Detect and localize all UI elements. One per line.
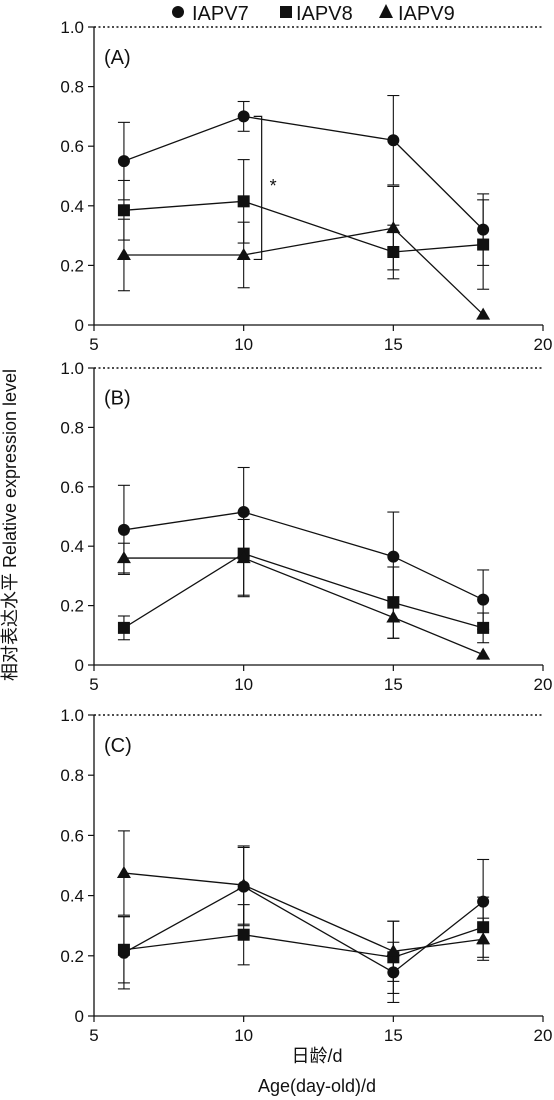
- data-point-circle: [387, 134, 400, 147]
- legend-item-iapv7: IAPV7: [172, 3, 249, 25]
- legend-item-iapv9: IAPV9: [379, 3, 455, 25]
- data-point-triangle: [476, 932, 491, 945]
- y-tick-label: 1.0: [60, 359, 84, 378]
- x-tick-label: 15: [384, 675, 403, 694]
- legend-item-iapv8: IAPV8: [280, 3, 353, 25]
- y-tick-label: 0: [75, 1007, 84, 1026]
- x-tick-label: 10: [234, 335, 253, 354]
- x-tick-label: 5: [89, 335, 98, 354]
- series-line: [123, 557, 484, 656]
- series-line: [123, 885, 484, 974]
- series-iapv9: [116, 185, 491, 320]
- series-line: [123, 200, 484, 253]
- data-point-triangle: [236, 551, 251, 564]
- series-iapv7: [117, 846, 490, 1004]
- data-point-triangle: [476, 307, 491, 320]
- legend-label-iapv9: IAPV9: [398, 3, 455, 25]
- panel-a: 0 0.2 0.4 0.6 0.8 1.0 5 10 15 20 (A) *: [60, 18, 552, 354]
- legend-triangle-marker: [379, 4, 393, 18]
- y-tick-label: 0: [75, 316, 84, 335]
- series-line: [123, 552, 484, 629]
- x-tick-label: 20: [534, 335, 553, 354]
- series-iapv9: [116, 518, 491, 660]
- y-axis-label: 相对表达水平 Relative expression level: [0, 369, 20, 681]
- panel-label: (B): [104, 388, 131, 410]
- series-iapv8: [117, 159, 490, 290]
- data-point-circle: [237, 110, 250, 123]
- y-tick-label: 0.4: [60, 887, 84, 906]
- data-point-triangle: [386, 944, 401, 957]
- data-point-circle: [117, 155, 130, 168]
- data-point-square: [117, 204, 130, 217]
- y-tick-label: 1.0: [60, 706, 84, 725]
- legend-label-iapv8: IAPV8: [296, 3, 353, 25]
- data-point-square: [237, 928, 250, 941]
- data-point-square: [237, 195, 250, 208]
- data-point-triangle: [116, 866, 131, 879]
- data-point-triangle: [116, 551, 131, 564]
- x-tick-label: 5: [89, 1026, 98, 1045]
- data-point-square: [117, 621, 130, 634]
- data-point-triangle: [116, 247, 131, 260]
- y-tick-label: 0.8: [60, 418, 84, 437]
- legend-square-marker: [280, 6, 292, 18]
- legend-label-iapv7: IAPV7: [192, 3, 249, 25]
- series-line: [123, 227, 484, 316]
- panels: 0 0.2 0.4 0.6 0.8 1.0 5 10 15 20 (A) * 0 0.2 0.4 0.6 0.8…: [60, 18, 552, 1045]
- legend: IAPV7 IAPV8 IAPV9: [172, 3, 455, 25]
- data-point-triangle: [236, 247, 251, 260]
- x-tick-label: 15: [384, 335, 403, 354]
- significance-bracket: [253, 115, 263, 261]
- data-point-triangle: [236, 878, 251, 891]
- significance-marker: *: [270, 176, 277, 196]
- series-iapv8: [117, 511, 490, 644]
- data-point-circle: [477, 593, 490, 606]
- x-axis-label-cn: 日龄/d: [291, 1046, 342, 1066]
- y-tick-label: 0.4: [60, 537, 84, 556]
- panel-c: 0 0.2 0.4 0.6 0.8 1.0 5 10 15 20 (C): [60, 706, 552, 1045]
- y-tick-label: 0.8: [60, 78, 84, 97]
- series-line: [123, 872, 484, 952]
- x-tick-label: 5: [89, 675, 98, 694]
- data-point-circle: [387, 550, 400, 563]
- y-tick-label: 0: [75, 656, 84, 675]
- data-point-triangle: [386, 221, 401, 234]
- y-tick-label: 0.4: [60, 197, 84, 216]
- x-tick-label: 20: [534, 1026, 553, 1045]
- data-point-triangle: [476, 647, 491, 660]
- data-point-triangle: [386, 610, 401, 623]
- series-line: [123, 926, 484, 958]
- y-tick-label: 1.0: [60, 18, 84, 37]
- y-tick-label: 0.6: [60, 478, 84, 497]
- y-tick-label: 0.2: [60, 597, 84, 616]
- x-tick-label: 15: [384, 1026, 403, 1045]
- y-tick-label: 0.2: [60, 947, 84, 966]
- data-point-square: [117, 943, 130, 956]
- x-tick-label: 10: [234, 1026, 253, 1045]
- y-tick-label: 0.2: [60, 256, 84, 275]
- y-tick-label: 0.8: [60, 766, 84, 785]
- series-line: [123, 511, 484, 601]
- data-point-square: [477, 621, 490, 634]
- series-iapv9: [116, 830, 491, 982]
- x-tick-label: 10: [234, 675, 253, 694]
- data-point-circle: [117, 523, 130, 536]
- x-axis-label-en: Age(day-old)/d: [258, 1076, 376, 1096]
- series-line: [123, 115, 484, 231]
- y-tick-label: 0.6: [60, 137, 84, 156]
- panel-label: (A): [104, 47, 131, 69]
- panel-label: (C): [104, 735, 132, 757]
- legend-circle-marker: [172, 6, 184, 18]
- panel-b: 0 0.2 0.4 0.6 0.8 1.0 5 10 15 20 (B): [60, 359, 552, 694]
- data-point-square: [477, 238, 490, 251]
- series-iapv7: [117, 94, 490, 266]
- series-iapv7: [117, 466, 490, 630]
- y-tick-label: 0.6: [60, 826, 84, 845]
- x-tick-label: 20: [534, 675, 553, 694]
